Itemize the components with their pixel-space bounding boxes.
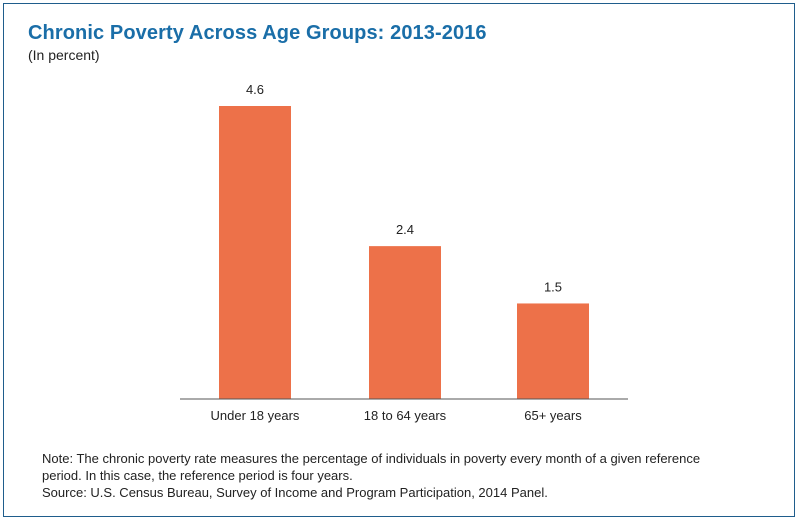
category-label-2: 18 to 64 years <box>364 408 447 423</box>
bar-2 <box>369 246 441 399</box>
category-label-3: 65+ years <box>524 408 582 423</box>
value-label-2: 2.4 <box>396 222 414 237</box>
bar-chart: 4.6 2.4 1.5 Under 18 years 18 to 64 years 65… <box>180 82 628 423</box>
bars-group <box>219 106 589 399</box>
notes: Note: The chronic poverty rate measures … <box>42 450 722 501</box>
value-label-3: 1.5 <box>544 279 562 294</box>
category-label-1: Under 18 years <box>211 408 300 423</box>
chart-subtitle: (In percent) <box>28 47 100 63</box>
bar-3 <box>517 303 589 399</box>
value-labels-group: 4.6 2.4 1.5 <box>246 82 562 294</box>
chart-title: Chronic Poverty Across Age Groups: 2013-… <box>28 22 487 44</box>
source-text: Source: U.S. Census Bureau, Survey of In… <box>42 485 548 500</box>
category-labels-group: Under 18 years 18 to 64 years 65+ years <box>211 408 583 423</box>
note-text: Note: The chronic poverty rate measures … <box>42 451 701 483</box>
value-label-1: 4.6 <box>246 82 264 97</box>
bar-1 <box>219 106 291 399</box>
